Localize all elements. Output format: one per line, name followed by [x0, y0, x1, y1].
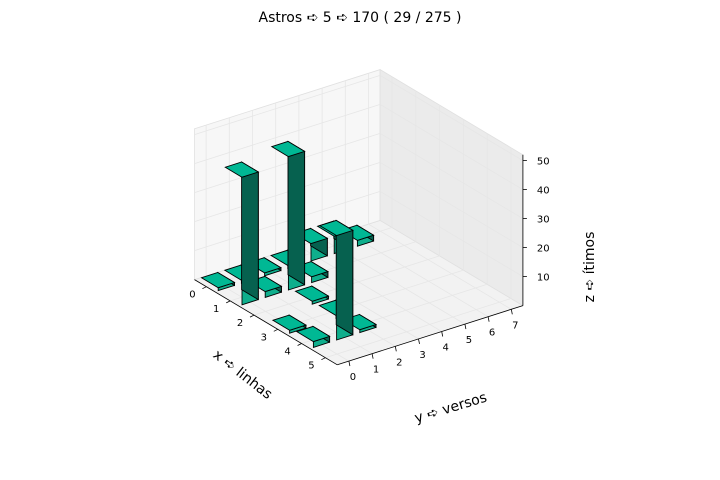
bar-top-face — [294, 285, 330, 302]
grid-line — [194, 75, 381, 135]
grid-line — [379, 75, 524, 161]
bar — [294, 285, 330, 305]
bar — [318, 219, 354, 341]
y-tick-label: 6 — [489, 328, 495, 339]
chart-title: Astros ➪ 5 ➪ 170 ( 29 / 275 ) — [259, 10, 462, 26]
y-tick-mark — [418, 338, 420, 344]
bar-top-face — [295, 325, 331, 343]
z-tick-label: 40 — [537, 186, 550, 197]
y-tick-mark — [348, 361, 351, 367]
x-tick-label: 2 — [237, 318, 243, 329]
bar-side-face — [335, 219, 354, 336]
bar-top-face — [318, 219, 354, 237]
z-tick-label: 30 — [537, 215, 550, 226]
y-tick-mark — [487, 316, 490, 322]
grid-line — [345, 231, 489, 318]
bar-top-face — [224, 161, 260, 178]
z-axis-label: z ➪ ítimos — [582, 232, 598, 303]
y-axis-label: y ➪ versos — [413, 390, 489, 427]
z-tick-label: 10 — [537, 273, 550, 284]
grid-line — [277, 269, 464, 330]
x-tick-label: 1 — [213, 304, 219, 315]
grid-line — [379, 104, 524, 190]
bar — [224, 161, 260, 306]
y-axis-line — [337, 305, 524, 366]
y-tick-mark — [394, 346, 397, 352]
z-tick-label: 20 — [537, 244, 550, 255]
y-tick-label: 3 — [419, 350, 425, 361]
y-tick-label: 5 — [466, 335, 472, 346]
bar — [200, 271, 236, 292]
grid-line — [298, 245, 442, 332]
x-tick-mark — [273, 328, 278, 332]
grid-line — [379, 162, 524, 248]
x-axis-line — [194, 279, 338, 366]
x-tick-label: 3 — [261, 332, 267, 343]
bar-side-face — [241, 161, 259, 301]
grid-line — [194, 191, 381, 251]
grid-line — [194, 104, 381, 164]
bar-top-face — [200, 272, 236, 289]
x-tick-label: 4 — [284, 347, 290, 358]
y-tick-mark — [464, 324, 467, 330]
grid-line — [301, 283, 488, 344]
bar — [270, 140, 306, 291]
y-tick-label: 7 — [512, 320, 518, 331]
y-tick-label: 1 — [373, 365, 379, 376]
y-tick-label: 4 — [443, 343, 449, 354]
grid-line — [379, 191, 524, 277]
y-tick-label: 2 — [396, 357, 402, 368]
bar — [271, 314, 307, 334]
grid-line — [379, 133, 524, 219]
x-tick-mark — [226, 300, 231, 304]
grid-line — [194, 133, 381, 193]
z-tick-label: 50 — [537, 157, 550, 168]
x-tick-mark — [297, 343, 302, 346]
grid-line — [194, 162, 381, 222]
bar — [295, 325, 331, 349]
grid-line — [368, 223, 512, 310]
y-tick-mark — [371, 353, 374, 359]
bar-top-face — [271, 314, 307, 331]
x-tick-label: 0 — [189, 290, 195, 301]
x-tick-mark — [202, 286, 207, 290]
y-tick-mark — [441, 331, 444, 337]
x-tick-mark — [321, 357, 326, 361]
x-axis-label: x ➪ linhas — [210, 347, 275, 403]
y-tick-mark — [510, 309, 513, 315]
chart-bars — [200, 140, 378, 349]
bar-top-face — [270, 140, 306, 158]
x-tick-mark — [249, 314, 255, 318]
y-tick-label: 0 — [350, 372, 356, 383]
x-tick-label: 5 — [308, 361, 314, 372]
grid-line — [325, 298, 512, 359]
chart-axes — [194, 154, 524, 366]
bar-side-face — [287, 140, 306, 286]
